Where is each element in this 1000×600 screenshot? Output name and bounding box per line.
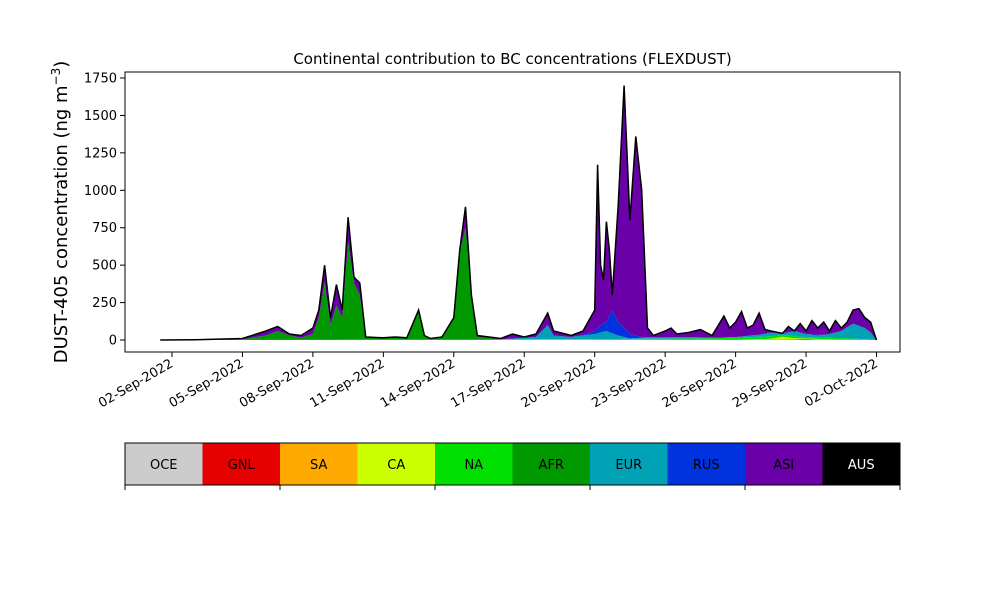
area-afr (160, 227, 877, 340)
legend-swatch-oce (125, 443, 203, 485)
x-tick-label: 02-Oct-2022 (802, 356, 880, 410)
legend-colorbar: OCE GNL SA CA NA AFR EUR RUS ASI AUS (124, 442, 901, 490)
legend-swatch-ca (357, 443, 436, 485)
y-tick-label: 750 (92, 221, 117, 236)
y-axis-label-main: DUST-405 concentration (ng m (51, 85, 72, 363)
legend-swatch-sa (280, 443, 358, 485)
legend-label-asi: ASI (773, 458, 794, 473)
y-tick-label: 250 (92, 296, 117, 311)
legend-swatch-afr (512, 443, 591, 485)
legend-label-eur: EUR (615, 458, 642, 473)
legend-swatch-rus (667, 443, 746, 485)
legend-swatch-gnl (202, 443, 281, 485)
legend-swatch-eur (590, 443, 668, 485)
area-rus (160, 227, 877, 340)
y-axis: 0 250 500 750 1000 1250 1500 1750 (84, 71, 125, 349)
x-axis: 02-Sep-202205-Sep-202208-Sep-202211-Sep-… (96, 352, 881, 411)
area-eur (160, 227, 877, 340)
y-tick-label: 0 (109, 334, 117, 349)
legend-label-sa: SA (310, 458, 327, 473)
legend-swatch-asi (745, 443, 823, 485)
x-tick-label: 23-Sep-2022 (589, 356, 669, 411)
stacked-areas (160, 85, 877, 340)
y-axis-label: DUST-405 concentration (ng m−3) (49, 61, 72, 364)
legend-swatch-na (435, 443, 513, 485)
x-tick-label: 11-Sep-2022 (308, 356, 388, 411)
x-tick-label: 05-Sep-2022 (167, 356, 247, 411)
x-tick-label: 08-Sep-2022 (237, 356, 317, 411)
legend-frame (124, 442, 901, 486)
x-tick-label: 17-Sep-2022 (448, 356, 528, 411)
legend-label-aus: AUS (848, 458, 875, 473)
legend-label-gnl: GNL (228, 458, 256, 473)
x-tick-label: 26-Sep-2022 (660, 356, 740, 411)
total-line (160, 85, 878, 341)
x-tick-label: 14-Sep-2022 (378, 356, 458, 411)
y-tick-label: 1500 (84, 109, 117, 124)
area-asi (160, 85, 877, 340)
x-tick-label: 02-Sep-2022 (96, 356, 176, 411)
plot-frame (124, 71, 901, 353)
y-tick-label: 1250 (84, 146, 117, 161)
area-sa (160, 339, 877, 340)
legend-label-ca: CA (387, 458, 405, 473)
x-tick-label: 29-Sep-2022 (730, 356, 810, 411)
area-gnl (160, 339, 877, 340)
y-tick-label: 1750 (84, 71, 117, 86)
y-tick-label: 500 (92, 259, 117, 274)
x-tick-label: 20-Sep-2022 (519, 356, 599, 411)
legend-label-na: NA (464, 458, 483, 473)
area-na (160, 334, 877, 340)
legend-label-rus: RUS (693, 458, 720, 473)
y-axis-label-superscript: −3 (49, 68, 63, 86)
area-aus (160, 85, 877, 340)
legend-label-oce: OCE (150, 458, 178, 473)
y-tick-label: 1000 (84, 184, 117, 199)
chart-title: Continental contribution to BC concentra… (293, 50, 731, 68)
legend-label-afr: AFR (539, 458, 564, 473)
y-axis-label-close: ) (51, 61, 72, 68)
legend-swatch-aus (822, 443, 901, 485)
